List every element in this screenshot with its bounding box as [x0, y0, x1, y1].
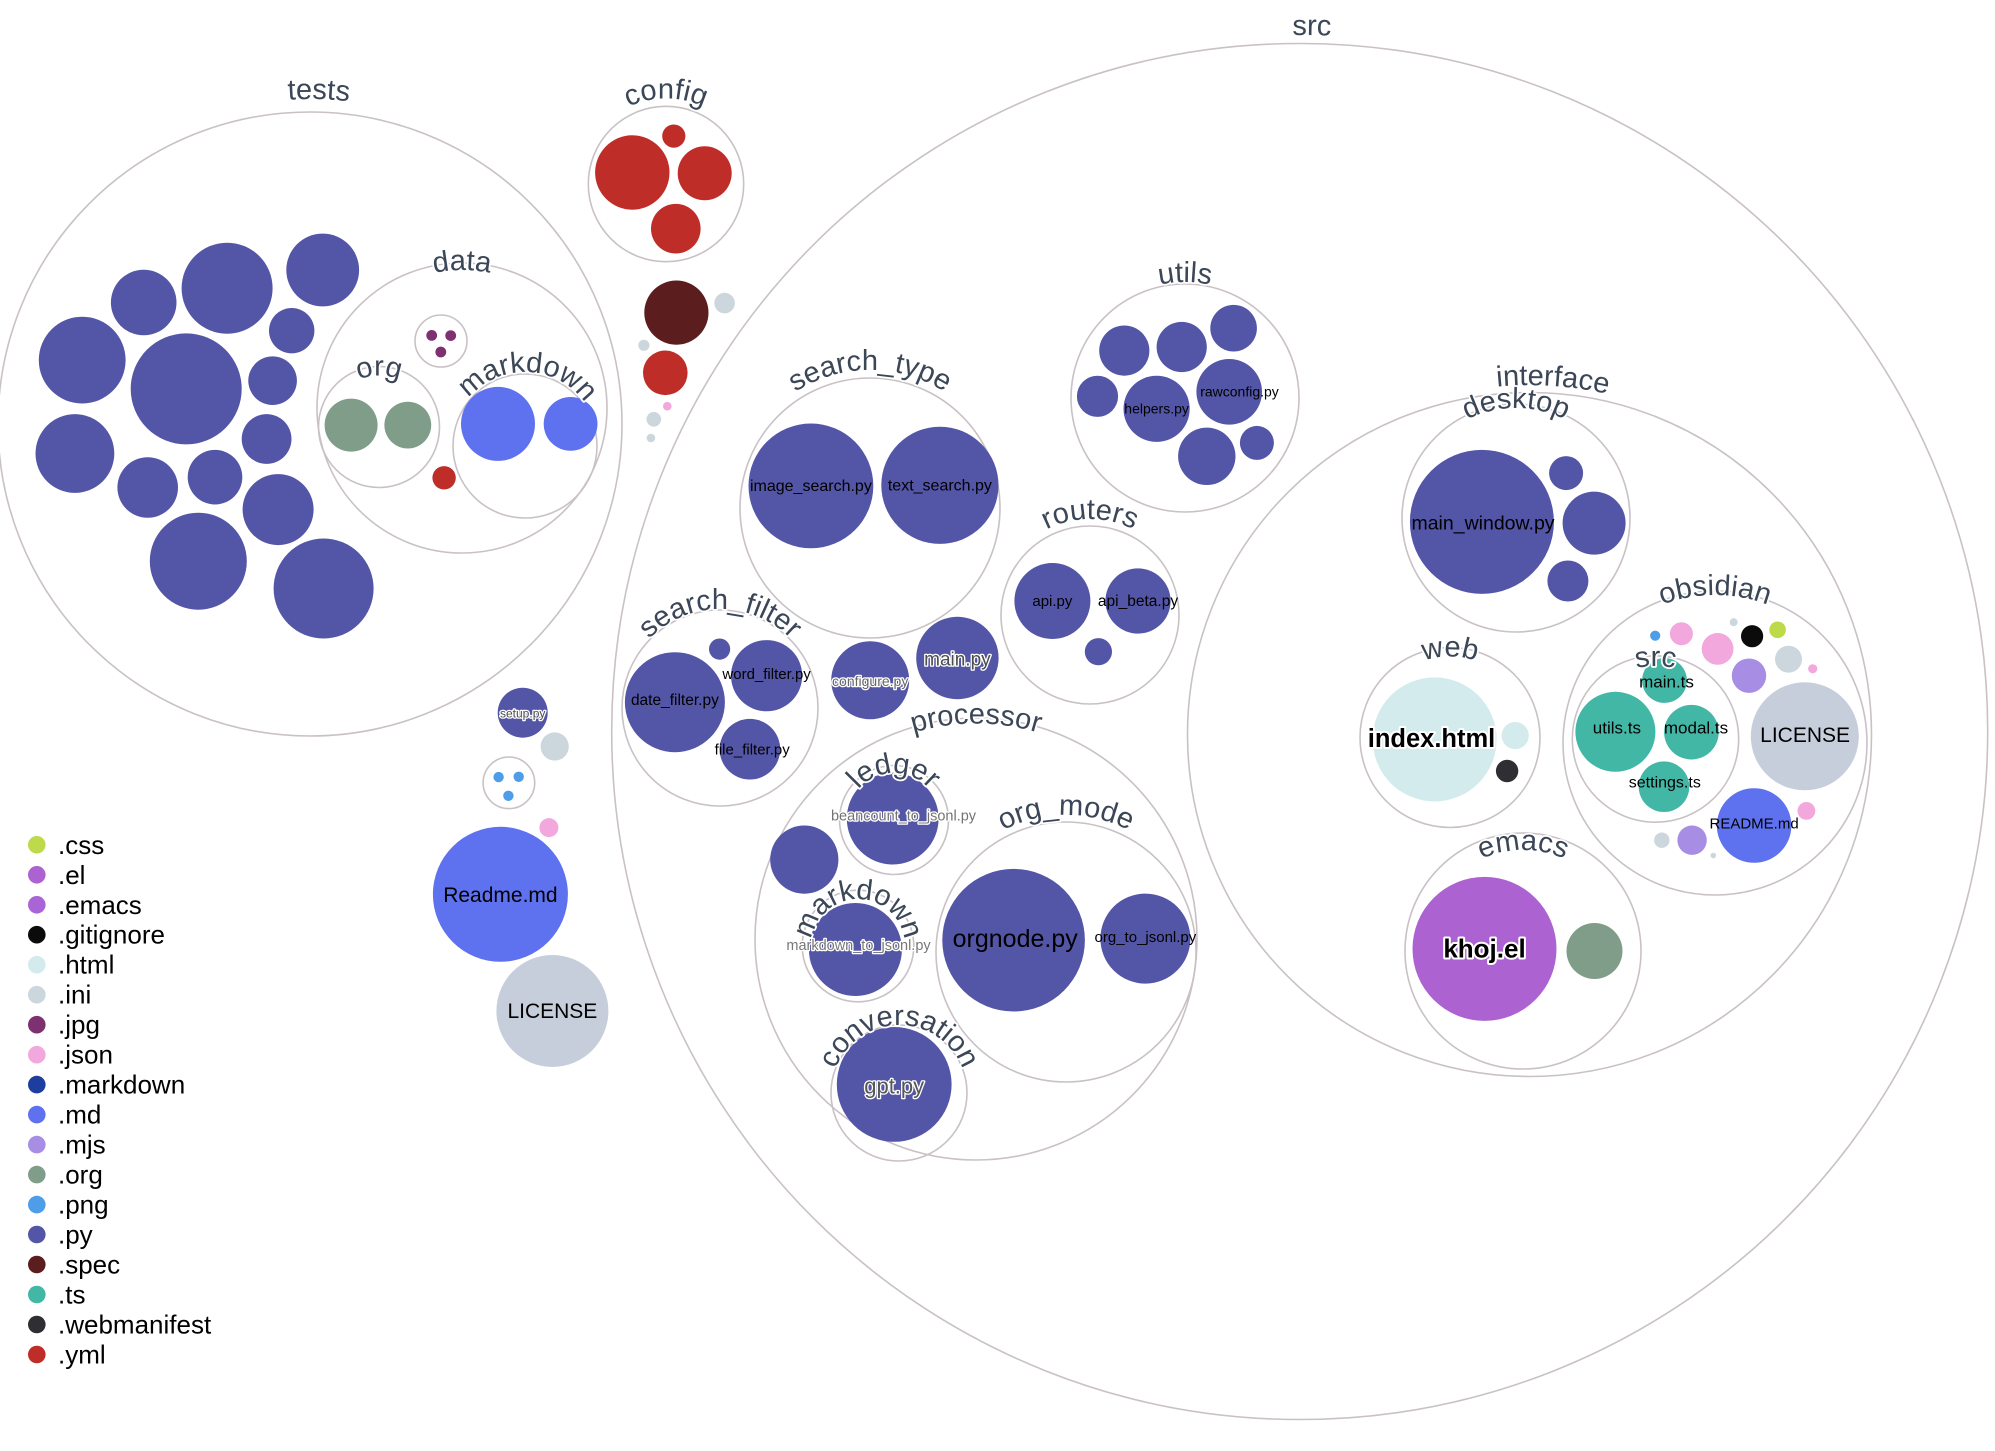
svg-text:.md: .md	[58, 1100, 101, 1130]
svg-text:obsidian: obsidian	[1654, 570, 1775, 611]
svg-text:main.py: main.py	[924, 650, 991, 671]
svg-text:.org: .org	[58, 1160, 103, 1190]
svg-text:khoj.el: khoj.el	[1443, 934, 1525, 964]
svg-text:.spec: .spec	[58, 1250, 120, 1280]
svg-text:.ini: .ini	[58, 980, 91, 1010]
svg-text:.ts: .ts	[58, 1280, 85, 1310]
svg-text:api_beta.py: api_beta.py	[1098, 593, 1178, 610]
svg-text:.yml: .yml	[58, 1340, 106, 1370]
svg-text:.mjs: .mjs	[58, 1130, 106, 1160]
svg-text:.emacs: .emacs	[58, 890, 142, 920]
svg-text:markdown: markdown	[452, 347, 604, 407]
svg-text:LICENSE: LICENSE	[507, 1000, 597, 1023]
svg-text:helpers.py: helpers.py	[1124, 401, 1189, 417]
svg-text:markdown_to_jsonl.py: markdown_to_jsonl.py	[786, 938, 931, 954]
svg-text:configure.py: configure.py	[832, 673, 908, 689]
svg-text:.png: .png	[58, 1190, 109, 1220]
svg-text:beancount_to_jsonl.py: beancount_to_jsonl.py	[831, 809, 977, 825]
svg-text:api.py: api.py	[1032, 593, 1073, 610]
svg-text:Readme.md: Readme.md	[443, 884, 557, 907]
svg-text:.css: .css	[58, 830, 104, 860]
svg-text:README.md: README.md	[1710, 816, 1799, 833]
svg-text:.jpg: .jpg	[58, 1010, 100, 1040]
svg-text:.webmanifest: .webmanifest	[58, 1310, 212, 1340]
svg-text:emacs: emacs	[1473, 825, 1573, 866]
svg-text:processor: processor	[907, 698, 1046, 739]
svg-text:setup.py: setup.py	[500, 707, 545, 721]
svg-text:.json: .json	[58, 1040, 113, 1070]
svg-text:.el: .el	[58, 860, 85, 890]
svg-text:routers: routers	[1036, 494, 1143, 536]
svg-text:.py: .py	[58, 1220, 93, 1250]
svg-text:.markdown: .markdown	[58, 1070, 185, 1100]
svg-text:src: src	[1292, 10, 1331, 43]
svg-text:word_filter.py: word_filter.py	[721, 666, 811, 683]
svg-text:settings.ts: settings.ts	[1629, 774, 1701, 791]
svg-text:search_filter: search_filter	[632, 584, 808, 644]
svg-text:org: org	[352, 351, 405, 386]
svg-text:utils: utils	[1156, 257, 1215, 292]
svg-text:utils.ts: utils.ts	[1593, 719, 1641, 738]
svg-text:orgnode.py: orgnode.py	[953, 925, 1079, 953]
svg-text:data: data	[430, 245, 494, 280]
svg-text:tests: tests	[287, 74, 352, 108]
svg-text:main.ts: main.ts	[1639, 673, 1694, 692]
svg-text:org_mode: org_mode	[993, 790, 1139, 837]
svg-text:modal.ts: modal.ts	[1664, 719, 1728, 738]
svg-text:date_filter.py: date_filter.py	[631, 692, 719, 709]
svg-text:org_to_jsonl.py: org_to_jsonl.py	[1095, 929, 1197, 946]
svg-text:gpt.py: gpt.py	[864, 1074, 924, 1099]
svg-text:src: src	[1632, 641, 1679, 675]
svg-text:file_filter.py: file_filter.py	[715, 742, 791, 759]
svg-text:text_search.py: text_search.py	[888, 478, 992, 495]
svg-text:.gitignore: .gitignore	[58, 920, 165, 950]
svg-text:index.html: index.html	[1368, 725, 1496, 753]
svg-text:config: config	[619, 73, 712, 113]
svg-text:search_type: search_type	[783, 345, 958, 398]
svg-text:web: web	[1418, 631, 1482, 667]
svg-text:.html: .html	[58, 950, 114, 980]
svg-text:image_search.py: image_search.py	[750, 478, 872, 495]
svg-text:rawconfig.py: rawconfig.py	[1200, 384, 1279, 400]
svg-text:LICENSE: LICENSE	[1760, 724, 1850, 747]
svg-text:main_window.py: main_window.py	[1411, 513, 1554, 535]
